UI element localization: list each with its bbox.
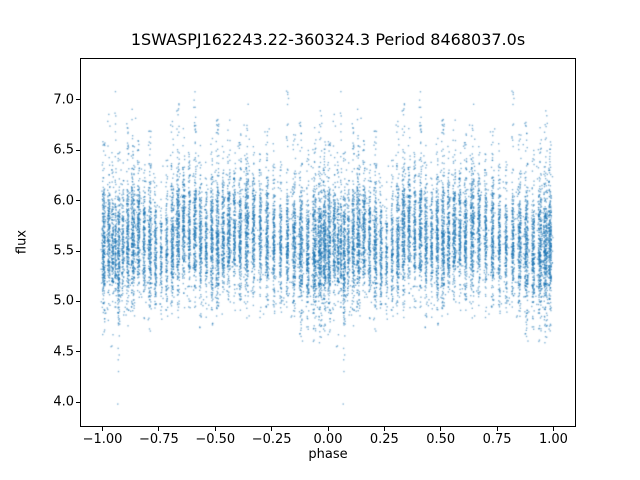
x-tick-label: −0.25 <box>251 432 292 447</box>
x-axis-label: phase <box>308 447 348 462</box>
x-tick-mark <box>552 427 554 431</box>
y-tick-label: 4.5 <box>53 344 74 360</box>
chart-title: 1SWASPJ162243.22-360324.3 Period 8468037… <box>130 30 526 49</box>
y-tick-mark <box>76 99 80 101</box>
y-tick-label: 5.0 <box>53 293 74 309</box>
y-tick-label: 6.5 <box>53 142 74 158</box>
x-tick-label: −0.50 <box>195 432 236 447</box>
x-tick-mark <box>158 427 160 431</box>
x-tick-mark <box>440 427 442 431</box>
x-tick-mark <box>102 427 104 431</box>
x-tick-mark <box>496 427 498 431</box>
x-tick-mark <box>327 427 329 431</box>
x-tick-label: 1.00 <box>538 432 568 447</box>
x-tick-label: −1.00 <box>82 432 123 447</box>
y-tick-label: 6.0 <box>53 193 74 209</box>
y-tick-mark <box>76 200 80 202</box>
y-tick-label: 5.5 <box>53 243 74 259</box>
y-tick-mark <box>76 401 80 403</box>
y-tick-mark <box>76 351 80 353</box>
plot-frame <box>80 58 576 427</box>
x-tick-label: 0.00 <box>313 432 343 447</box>
x-tick-label: 0.75 <box>482 432 512 447</box>
x-tick-mark <box>214 427 216 431</box>
y-tick-mark <box>76 250 80 252</box>
x-tick-mark <box>383 427 385 431</box>
x-tick-mark <box>271 427 273 431</box>
y-tick-mark <box>76 300 80 302</box>
x-tick-label: 0.25 <box>369 432 399 447</box>
y-tick-label: 4.0 <box>53 394 74 410</box>
y-tick-label: 7.0 <box>53 92 74 108</box>
x-tick-label: −0.75 <box>138 432 179 447</box>
y-tick-mark <box>76 149 80 151</box>
x-tick-label: 0.50 <box>426 432 456 447</box>
